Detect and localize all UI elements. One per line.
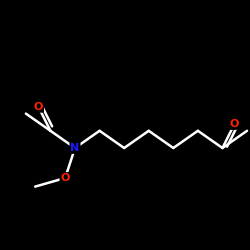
Text: O: O [230, 119, 239, 129]
Text: O: O [60, 173, 70, 183]
Text: N: N [70, 143, 80, 153]
Text: O: O [34, 102, 43, 112]
